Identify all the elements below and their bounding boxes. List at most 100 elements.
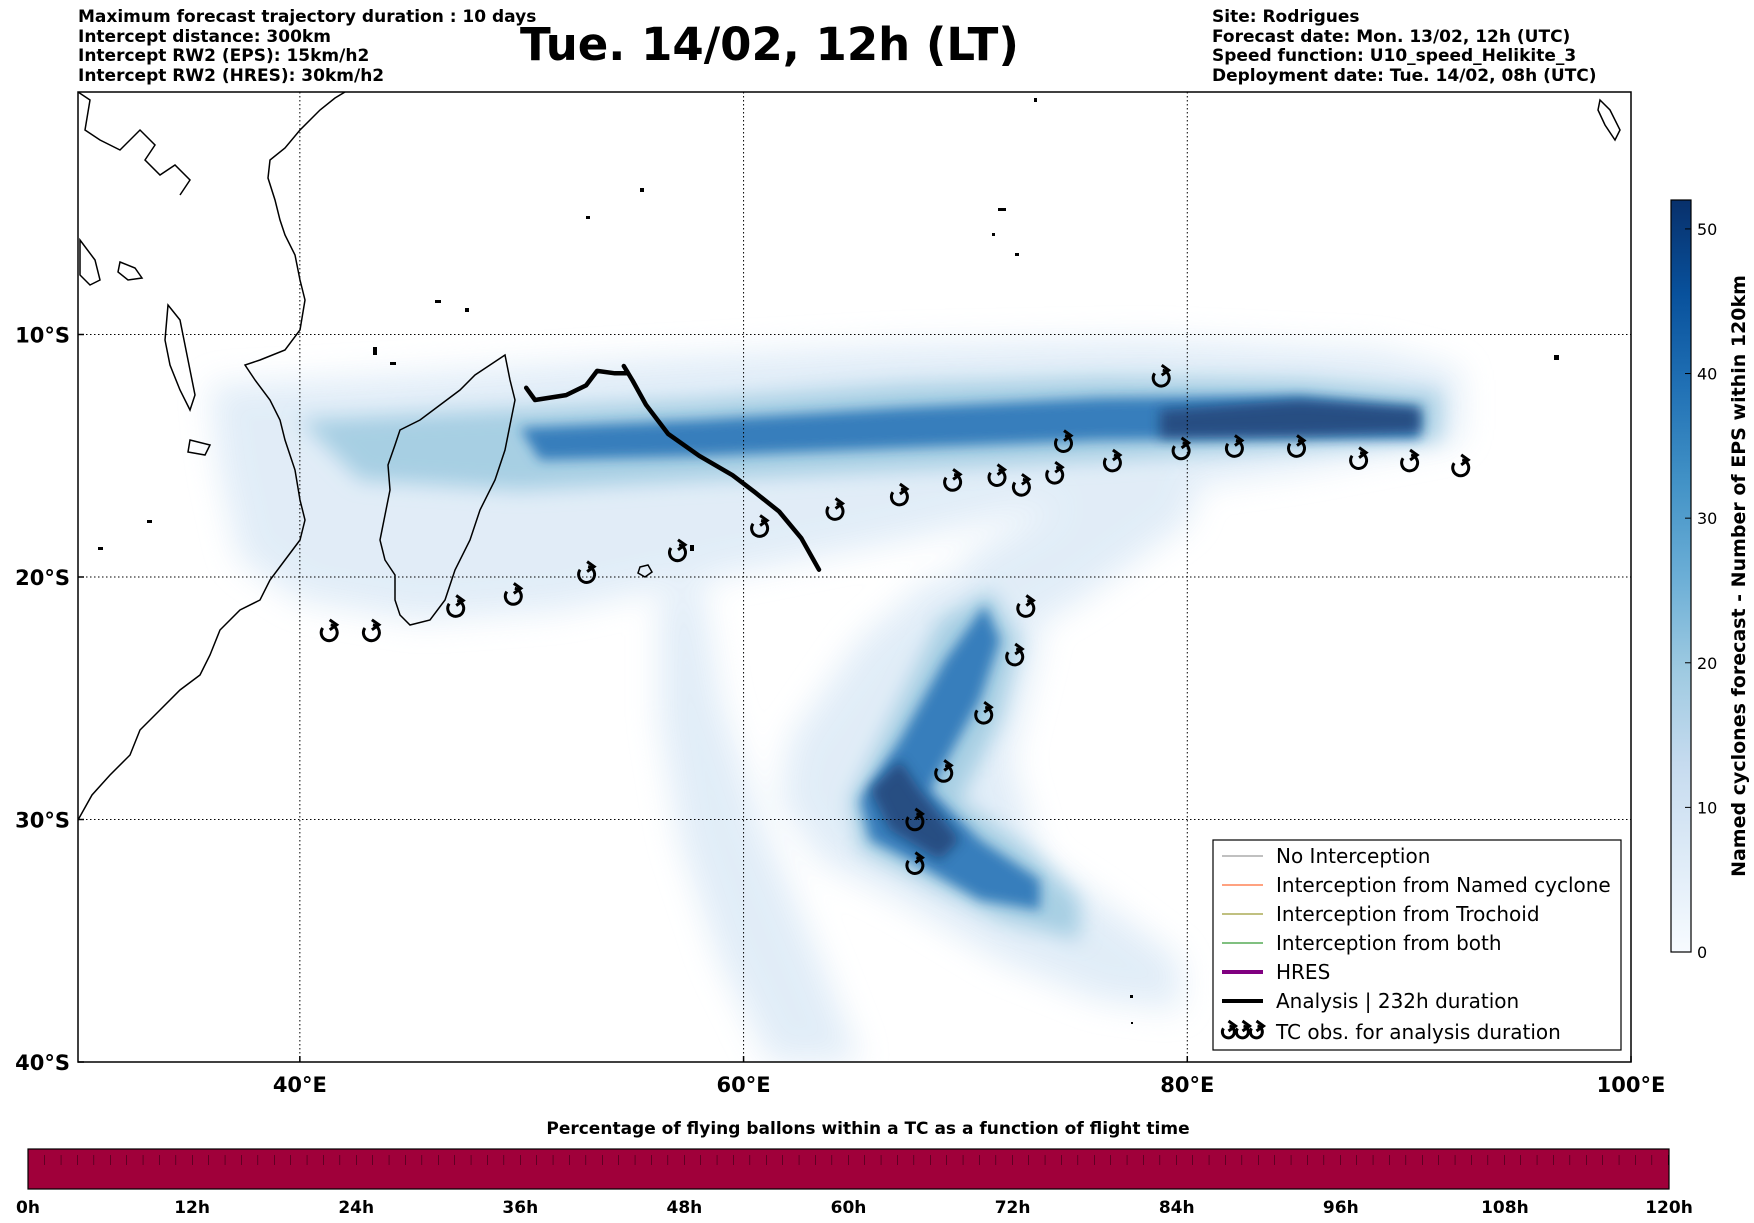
tropical-cyclone-icon	[1171, 436, 1192, 461]
tc-arrowhead	[899, 482, 910, 496]
colorbar-gradient	[1670, 199, 1692, 953]
tc-arrowhead	[914, 807, 925, 821]
flight-time-label: 60h	[831, 1198, 867, 1218]
tc-arrowhead	[328, 618, 340, 632]
longitude-label: 60°E	[717, 1073, 771, 1097]
tropical-cyclone-icon	[889, 482, 910, 507]
small-islands	[98, 98, 1559, 1024]
legend-item-label: HRES	[1276, 960, 1330, 984]
tc-arrowhead	[1296, 434, 1307, 447]
intercept-distance-text: Intercept distance: 300km	[78, 26, 331, 47]
latitude-labels: 10°S 20°S 30°S 40°S	[15, 324, 70, 1076]
legend: No Interception Interception from Named c…	[1212, 839, 1622, 1051]
coastlines	[78, 92, 1621, 821]
tropical-cyclone-icon	[1349, 446, 1369, 470]
site-parameters: Site: Rodrigues Forecast date: Mon. 13/0…	[1212, 7, 1597, 86]
forecast-date-text: Forecast date: Mon. 13/02, 12h (UTC)	[1212, 26, 1571, 47]
flight-minor-ticks	[28, 1149, 1669, 1189]
tc-arrowhead	[455, 594, 466, 607]
tropical-cyclone-icon	[1287, 434, 1307, 458]
speed-function-text: Speed function: U10_speed_Helikite_3	[1212, 46, 1577, 66]
analysis-trajectory	[523, 363, 822, 572]
tropical-cyclone-icon	[1234, 1019, 1253, 1040]
colorbar-ticks: 0 10 20 30 40 50	[1685, 220, 1717, 962]
island-outline	[637, 564, 653, 578]
tropical-cyclone-icon	[943, 468, 963, 492]
tc-arrowhead	[586, 560, 597, 573]
tropical-cyclone-icon	[1451, 453, 1471, 478]
lake-outline	[187, 439, 212, 456]
tropical-cyclone-icon	[825, 497, 846, 521]
longitude-label: 80°E	[1160, 1073, 1214, 1097]
colorbar: 0 10 20 30 40 50 Named cyclones forecast - Nu…	[1670, 199, 1750, 962]
flight-time-label: 12h	[174, 1198, 210, 1218]
tropical-cyclone-icon	[1400, 448, 1420, 473]
flight-time-label: 36h	[502, 1198, 538, 1218]
colorbar-title: Named cyclones forecast - Number of EPS …	[1728, 275, 1750, 877]
tropical-cyclone-icon	[1224, 434, 1245, 458]
longitude-label: 40°E	[273, 1073, 327, 1097]
tropical-cyclone-icon	[446, 594, 466, 618]
tropical-cyclone-icon	[1248, 1019, 1267, 1040]
africa-coastline	[78, 92, 346, 821]
tropical-cyclone-icon	[319, 618, 340, 643]
run-parameters: Maximum forecast trajectory duration : 1…	[78, 7, 537, 86]
tropical-cyclone-icon	[1102, 448, 1123, 473]
tropical-cyclone-icon	[1016, 594, 1036, 618]
tropical-cyclone-icon	[1220, 1019, 1267, 1040]
flight-time-label: 24h	[338, 1198, 374, 1218]
flight-time-label: 84h	[1159, 1198, 1195, 1218]
legend-items: No Interception Interception from Named c…	[1222, 844, 1611, 1013]
legend-item-label: Interception from Named cyclone	[1276, 873, 1611, 897]
tc-arrowhead	[1460, 453, 1471, 467]
tc-observations	[319, 363, 1471, 875]
colorbar-tick-label: 20	[1697, 654, 1717, 673]
tropical-cyclone-icon	[1220, 1019, 1239, 1040]
tc-arrowhead	[1234, 434, 1245, 447]
max-duration-text: Maximum forecast trajectory duration : 1…	[78, 7, 537, 27]
flight-time-label: 96h	[1323, 1198, 1359, 1218]
tc-arrowhead	[1241, 1019, 1253, 1033]
tropical-cyclone-icon	[987, 463, 1008, 487]
flight-time-label: 72h	[995, 1198, 1031, 1218]
tc-arrowhead	[952, 468, 963, 481]
tc-arrowhead	[996, 463, 1008, 476]
africa-west-coastline	[78, 92, 191, 196]
intercept-hres-text: Intercept RW2 (HRES): 30km/h2	[78, 65, 385, 86]
tc-arrowhead	[1409, 448, 1420, 462]
legend-item-label: Analysis | 232h duration	[1276, 989, 1519, 1013]
flight-time-label: 108h	[1481, 1198, 1529, 1218]
latitude-label: 40°S	[15, 1051, 70, 1075]
flight-time-label: 120h	[1645, 1198, 1693, 1218]
tropical-cyclone-icon	[974, 700, 994, 725]
colorbar-tick-label: 50	[1697, 220, 1717, 239]
latitude-label: 30°S	[15, 809, 70, 833]
tropical-cyclone-icon	[934, 759, 954, 783]
longitude-label: 100°E	[1597, 1073, 1666, 1097]
map-frame	[77, 91, 1632, 1063]
tc-arrowhead	[1063, 429, 1074, 442]
legend-item-label: Interception from Trochoid	[1276, 902, 1540, 926]
graticule	[78, 92, 1631, 1062]
tropical-cyclone-icon	[905, 807, 925, 832]
legend-tc-symbols	[1220, 1019, 1267, 1040]
tropical-cyclone-icon	[503, 582, 524, 606]
tc-arrowhead	[512, 582, 524, 595]
tropical-cyclone-icon	[1005, 642, 1025, 667]
density-field	[210, 340, 1460, 1062]
tc-arrowhead	[943, 759, 954, 772]
tc-arrowhead	[1025, 594, 1036, 607]
legend-item-label: No Interception	[1276, 844, 1430, 868]
site-text: Site: Rodrigues	[1212, 7, 1360, 27]
tropical-cyclone-icon	[905, 851, 925, 875]
tropical-cyclone-icon	[1054, 429, 1074, 453]
deployment-date-text: Deployment date: Tue. 14/02, 08h (UTC)	[1212, 65, 1597, 86]
tc-arrowhead	[1054, 460, 1065, 474]
flight-time-labels: 0h 12h 24h 36h 48h 60h 72h 84h 96h 108h 120h	[16, 1198, 1693, 1218]
flight-time-label: 48h	[667, 1198, 703, 1218]
tc-arrowhead	[914, 851, 925, 864]
tc-arrowhead	[1014, 642, 1025, 656]
legend-item-label: Interception from both	[1276, 931, 1502, 955]
tc-arrowhead	[1358, 446, 1369, 459]
